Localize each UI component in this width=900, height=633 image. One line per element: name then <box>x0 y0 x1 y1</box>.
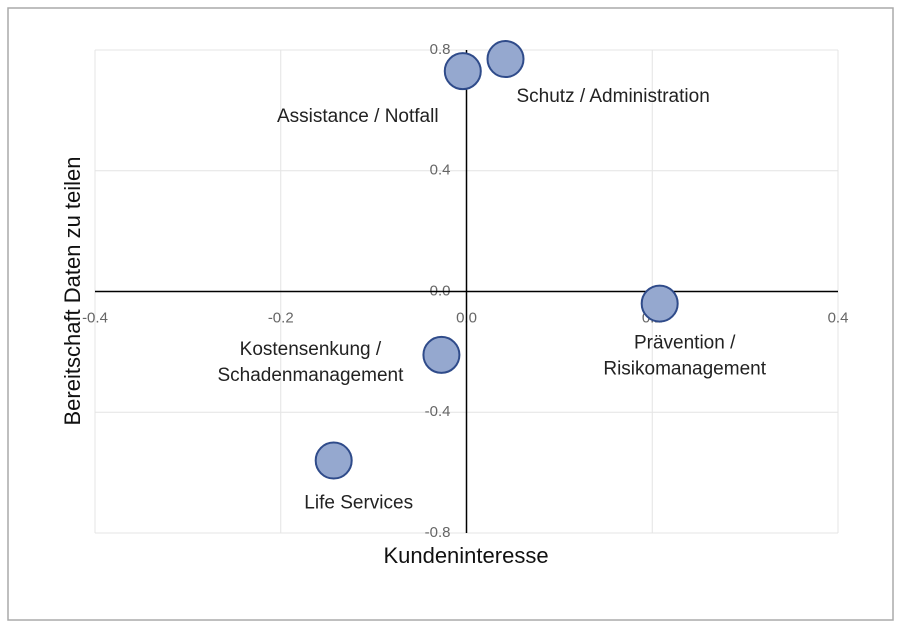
point-label: Risikomanagement <box>603 359 766 380</box>
x-tick-label: -0.2 <box>268 309 294 326</box>
point-label: Schutz / Administration <box>517 86 710 107</box>
x-tick-label: -0.4 <box>82 309 108 326</box>
point-label: Life Services <box>304 493 413 514</box>
bubble <box>640 284 679 323</box>
x-axis-title: Kundeninteresse <box>383 543 548 568</box>
y-tick-label: 0.8 <box>430 41 451 58</box>
y-tick-label: -0.8 <box>425 524 451 541</box>
bubble <box>443 52 482 91</box>
x-tick-label: 0.4 <box>828 309 849 326</box>
y-axis-title: Bereitschaft Daten zu teilen <box>60 156 85 425</box>
bubble <box>422 335 461 374</box>
y-tick-label: 0.4 <box>430 162 451 179</box>
point-label: Schadenmanagement <box>217 365 404 386</box>
bubble <box>486 40 525 79</box>
point-label: Prävention / <box>634 333 736 354</box>
y-tick-label: -0.4 <box>425 403 451 420</box>
point-label: Kostensenkung / <box>240 339 382 360</box>
bubble <box>314 441 353 480</box>
point-label: Assistance / Notfall <box>277 106 439 127</box>
chart-frame <box>7 7 894 621</box>
